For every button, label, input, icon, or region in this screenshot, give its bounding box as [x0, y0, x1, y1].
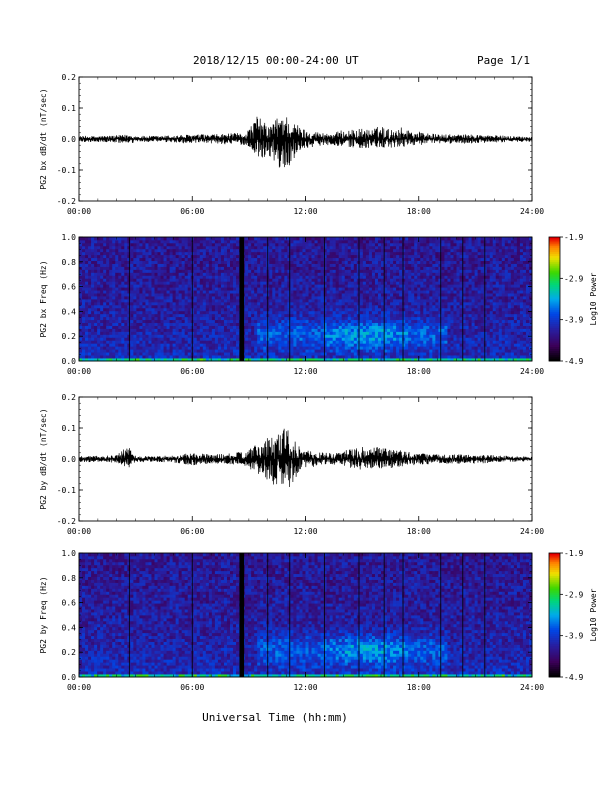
panel-3: 0.2 0.1 0.0 -0.1 -0.200:00 06:00 12:00 18:00 24:… [39, 393, 544, 536]
x-tick-label: 12:00 [293, 527, 317, 536]
y-tick-label: 0.4 [62, 623, 77, 632]
signal-trace [78, 116, 533, 168]
x-tick-label: 18:00 [407, 527, 431, 536]
y-tick-label: 0.1 [62, 424, 77, 433]
y-tick-label: 0.2 [62, 648, 77, 657]
x-axis-label: Universal Time (hh:mm) [202, 711, 348, 724]
y-axis-label: PG2 bx Freq (Hz) [39, 260, 48, 337]
y-tick-label: 0.2 [62, 393, 77, 402]
y-axis-label: PG2 bx dB/dt (nT/sec) [39, 88, 48, 189]
colorbar-label: Log10 Power [589, 588, 598, 641]
y-tick-label: 0.0 [62, 455, 77, 464]
y-tick-label: 1.0 [62, 233, 77, 242]
colorbar-tick-label: -1.9 [564, 549, 583, 558]
page-header: 2018/12/15 00:00-24:00 UT Page 1/1 [0, 0, 612, 80]
colorbar-frame [548, 236, 561, 362]
colorbar-tick-label: -1.9 [564, 233, 583, 242]
x-tick-label: 24:00 [520, 683, 544, 692]
y-tick-label: 0.1 [62, 104, 77, 113]
y-tick-label: 0.0 [62, 357, 77, 366]
panel-1: 0.2 0.1 0.0 -0.1 -0.200:00 06:00 12:00 18:00 24:… [39, 73, 544, 216]
colorbar-frame [548, 552, 561, 678]
colorbar-label: Log10 Power [589, 272, 598, 325]
x-tick-label: 24:00 [520, 527, 544, 536]
y-axis-label: PG2 by dB/dt (nT/sec) [39, 408, 48, 509]
signal-trace [78, 428, 533, 487]
x-tick-label: 18:00 [407, 683, 431, 692]
y-tick-label: -0.1 [57, 486, 76, 495]
colorbar-tick-label: -2.9 [564, 274, 583, 283]
data-gap-bar [239, 237, 245, 361]
y-tick-label: -0.1 [57, 166, 76, 175]
data-gap-bar [239, 553, 245, 677]
x-tick-label: 00:00 [67, 683, 91, 692]
y-tick-label: -0.2 [57, 197, 76, 206]
y-tick-label: 0.4 [62, 307, 77, 316]
x-tick-label: 00:00 [67, 527, 91, 536]
page-title: 2018/12/15 00:00-24:00 UT [193, 54, 359, 67]
colorbar-tick-label: -3.9 [564, 316, 583, 325]
x-tick-label: 12:00 [293, 207, 317, 216]
x-tick-label: 24:00 [520, 367, 544, 376]
y-tick-label: -0.2 [57, 517, 76, 526]
x-tick-label: 06:00 [180, 207, 204, 216]
x-tick-label: 06:00 [180, 527, 204, 536]
panel-2: -1.9 -2.9 -3.9 -4.9 Log10 Power 1.0 0.8 0.6 0.4 0… [39, 233, 598, 376]
x-tick-label: 24:00 [520, 207, 544, 216]
x-tick-label: 00:00 [67, 367, 91, 376]
x-tick-label: 00:00 [67, 207, 91, 216]
x-tick-label: 12:00 [293, 683, 317, 692]
colorbar-tick-label: -4.9 [564, 357, 583, 366]
colorbar-tick-label: -2.9 [564, 590, 583, 599]
x-tick-label: 06:00 [180, 367, 204, 376]
y-tick-label: 0.6 [62, 599, 77, 608]
panel-4: -1.9 -2.9 -3.9 -4.9 Log10 Power 1.0 0.8 0.6 0.4 0… [39, 549, 598, 692]
y-tick-label: 0.6 [62, 283, 77, 292]
x-tick-label: 12:00 [293, 367, 317, 376]
x-tick-label: 18:00 [407, 207, 431, 216]
page-number: Page 1/1 [477, 54, 530, 67]
y-axis-label: PG2 by Freq (Hz) [39, 576, 48, 653]
y-tick-label: 0.2 [62, 332, 77, 341]
colorbar: -1.9 -2.9 -3.9 -4.9 Log10 Power [548, 233, 598, 366]
spectrogram-cells [79, 237, 533, 362]
x-tick-label: 06:00 [180, 683, 204, 692]
y-tick-label: 0.8 [62, 574, 77, 583]
colorbar-tick-label: -4.9 [564, 673, 583, 682]
y-tick-label: 0.0 [62, 673, 77, 682]
colorbar-tick-label: -3.9 [564, 632, 583, 641]
y-tick-label: 0.0 [62, 135, 77, 144]
colorbar: -1.9 -2.9 -3.9 -4.9 Log10 Power [548, 549, 598, 682]
y-tick-label: 0.2 [62, 73, 77, 82]
x-tick-label: 18:00 [407, 367, 431, 376]
spectrogram-cells [79, 553, 533, 678]
y-tick-label: 0.8 [62, 258, 77, 267]
y-tick-label: 1.0 [62, 549, 77, 558]
